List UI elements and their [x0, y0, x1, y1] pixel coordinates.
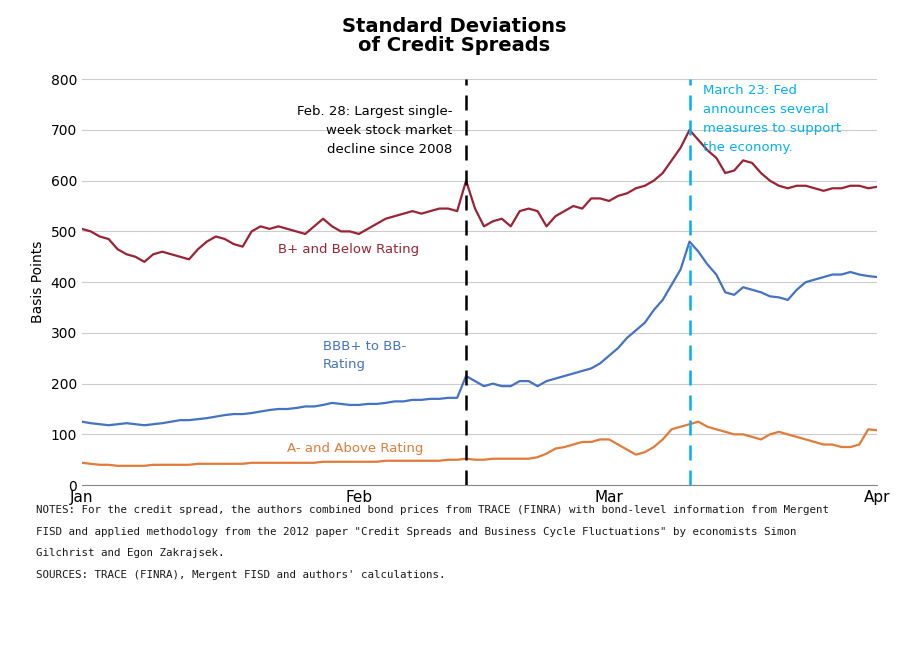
Text: NOTES: For the credit spread, the authors combined bond prices from TRACE (FINRA: NOTES: For the credit spread, the author… — [36, 505, 829, 515]
Text: F: F — [23, 630, 32, 644]
Text: Gilchrist and Egon Zakrajsek.: Gilchrist and Egon Zakrajsek. — [36, 548, 225, 558]
Text: A- and Above Rating: A- and Above Rating — [287, 442, 424, 455]
Text: of: of — [223, 630, 237, 644]
Text: Federal Reserve Bank: Federal Reserve Bank — [23, 630, 190, 644]
Text: March 23: Fed
announces several
measures to support
the economy.: March 23: Fed announces several measures… — [703, 84, 841, 154]
Text: Feb. 28: Largest single-
week stock market
decline since 2008: Feb. 28: Largest single- week stock mark… — [297, 104, 453, 156]
Text: BBB+ to BB-
Rating: BBB+ to BB- Rating — [323, 340, 406, 371]
Text: B+ and Below Rating: B+ and Below Rating — [278, 243, 420, 255]
Text: SOURCES: TRACE (FINRA), Mergent FISD and authors' calculations.: SOURCES: TRACE (FINRA), Mergent FISD and… — [36, 570, 445, 580]
Text: FISD and applied methodology from the 2012 paper "Credit Spreads and Business Cy: FISD and applied methodology from the 20… — [36, 527, 797, 537]
Text: St. Louis: St. Louis — [253, 630, 323, 644]
Text: of Credit Spreads: of Credit Spreads — [358, 36, 551, 55]
Y-axis label: Basis Points: Basis Points — [31, 241, 45, 323]
Text: Standard Deviations: Standard Deviations — [343, 16, 566, 36]
